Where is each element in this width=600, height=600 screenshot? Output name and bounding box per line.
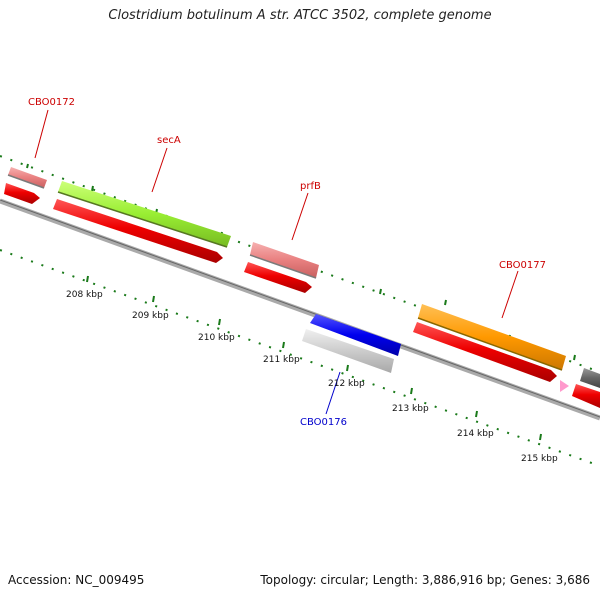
- scale-label: 208 kbp: [66, 290, 103, 300]
- genome-title: Clostridium botulinum A str. ATCC 3502, …: [108, 8, 492, 23]
- scale-label: 210 kbp: [198, 333, 235, 343]
- genome-summary-text: Topology: circular; Length: 3,886,916 bp…: [260, 573, 590, 587]
- scale-label: 211 kbp: [263, 355, 300, 365]
- cds-feature-edge[interactable]: [572, 384, 600, 408]
- inner-tick-ring: [0, 249, 600, 467]
- gene-feature-edge[interactable]: [580, 368, 600, 388]
- cds-feature-cbo0177[interactable]: [413, 322, 557, 382]
- gene-feature-cbo0177[interactable]: [417, 304, 566, 371]
- gene-feature-cbo0176[interactable]: [310, 314, 401, 356]
- cds-feature-prfb[interactable]: [244, 262, 312, 293]
- genome-backbone: [0, 198, 600, 421]
- gene-label-cbo0176: CBO0176: [300, 417, 347, 428]
- scale-label: 213 kbp: [392, 404, 429, 414]
- label-pointers: [34, 109, 519, 415]
- scale-label: 214 kbp: [457, 429, 494, 439]
- accession-text: Accession: NC_009495: [8, 573, 145, 587]
- scale-label: 209 kbp: [132, 311, 169, 321]
- gene-feature-cbo0172[interactable]: [7, 167, 47, 189]
- cds-feature-seca[interactable]: [53, 199, 223, 263]
- scale-label: 215 kbp: [521, 454, 558, 464]
- gene-feature-seca[interactable]: [57, 181, 231, 248]
- gene-label-cbo0172: CBO0172: [28, 97, 75, 108]
- scale-label: 212 kbp: [328, 379, 365, 389]
- gene-label-prfb: prfB: [300, 181, 321, 192]
- small-feature-pink-arrow[interactable]: [560, 380, 569, 392]
- cds-feature-cbo0176[interactable]: [302, 329, 394, 373]
- cds-feature-cbo0172[interactable]: [4, 183, 40, 204]
- gene-label-seca: secA: [157, 135, 181, 146]
- gene-label-cbo0177: CBO0177: [499, 260, 546, 271]
- gene-feature-prfb[interactable]: [249, 242, 319, 279]
